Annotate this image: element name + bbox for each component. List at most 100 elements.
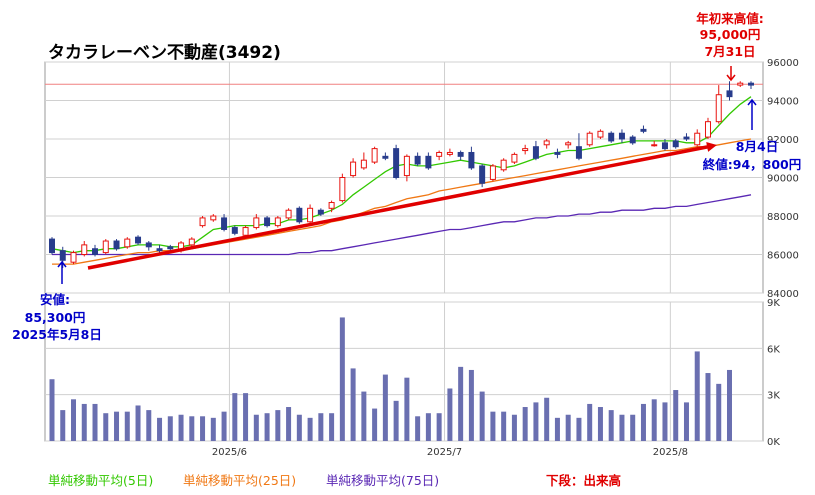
- volume-bar: [479, 391, 485, 441]
- legend-ma75: 単純移動平均(75日): [326, 473, 440, 488]
- x-tick-label: 2025/8: [653, 447, 688, 458]
- volume-bar: [350, 368, 356, 441]
- volume-bar: [705, 373, 711, 441]
- candle-body: [554, 151, 561, 155]
- candle-body: [296, 207, 303, 223]
- volume-bar: [726, 369, 732, 441]
- candle-body: [124, 238, 131, 248]
- candle-body: [253, 217, 260, 229]
- volume-bar: [544, 397, 550, 441]
- volume-bar: [458, 366, 464, 441]
- candle-body: [199, 217, 206, 227]
- volume-bar: [60, 410, 66, 441]
- volume-bar: [296, 414, 302, 441]
- volume-bar: [275, 410, 281, 441]
- volume-bar: [468, 369, 474, 441]
- volume-bar: [533, 402, 539, 441]
- candle-body: [640, 128, 647, 132]
- volume-tick-label: 3K: [767, 391, 780, 402]
- candle-body: [339, 177, 346, 202]
- volume-bar: [565, 414, 571, 441]
- volume-bar: [694, 351, 700, 441]
- candle-body: [49, 238, 55, 254]
- volume-bar: [576, 417, 582, 441]
- volume-tick-label: 9K: [767, 298, 780, 309]
- volume-bar: [178, 414, 184, 441]
- candle-body: [59, 250, 66, 261]
- candle-body: [328, 202, 335, 209]
- volume-bar: [404, 377, 410, 441]
- volume-note: 下段：出来高: [546, 473, 622, 488]
- volume-bar: [630, 414, 636, 441]
- candle-body: [704, 121, 711, 138]
- volume-bar: [329, 413, 335, 441]
- candle-body: [425, 155, 432, 169]
- candle-body: [135, 236, 142, 244]
- candle-body: [264, 217, 271, 227]
- volume-bar: [286, 407, 292, 441]
- candle-body: [446, 151, 453, 155]
- volume-bar: [587, 403, 593, 441]
- candle-body: [102, 240, 109, 254]
- volume-bar: [49, 379, 55, 441]
- candle-body: [661, 142, 668, 150]
- volume-bar: [264, 413, 270, 441]
- candle-body: [672, 140, 679, 148]
- candle-body: [618, 132, 625, 140]
- candle-body: [317, 209, 324, 215]
- high-pointer-head: [726, 74, 736, 82]
- legend-ma25: 単純移動平均(25日): [183, 473, 297, 488]
- volume-bar: [135, 405, 141, 441]
- candle-body: [210, 215, 217, 221]
- volume-bar: [200, 416, 206, 441]
- candle-body: [393, 148, 400, 178]
- volume-bar: [103, 413, 109, 441]
- ytd-high-date: 7月31日: [704, 44, 756, 59]
- close-date: 8月4日: [735, 139, 779, 154]
- candle-body: [156, 248, 163, 252]
- candle-body: [70, 252, 77, 263]
- candle-body: [403, 155, 410, 177]
- volume-tick-label: 6K: [767, 344, 780, 355]
- volume-bar: [146, 410, 152, 441]
- volume-bar: [372, 408, 378, 441]
- volume-bar: [114, 411, 120, 441]
- candle-body: [511, 153, 518, 163]
- candle-body: [565, 142, 572, 146]
- volume-bar: [490, 411, 496, 441]
- volume-bar: [232, 393, 238, 441]
- volume-bar: [640, 403, 646, 441]
- candle-body: [307, 207, 314, 223]
- candle-body: [81, 244, 88, 255]
- volume-bar: [436, 413, 442, 441]
- low-label: 安値:: [40, 292, 70, 307]
- price-tick-label: 94000: [767, 97, 799, 108]
- price-tick-label: 84000: [767, 289, 799, 300]
- candle-body: [242, 227, 249, 236]
- candle-body: [371, 148, 378, 163]
- volume-bar: [501, 411, 507, 441]
- trend-arrow: [87, 142, 717, 270]
- candle-body: [726, 90, 733, 98]
- x-tick-label: 2025/7: [427, 447, 462, 458]
- low-value: 85,300円: [24, 310, 86, 325]
- volume-bar: [425, 413, 431, 441]
- candle-body: [188, 238, 195, 246]
- volume-bar: [554, 417, 560, 441]
- volume-bar: [253, 414, 259, 441]
- volume-bar: [124, 411, 130, 441]
- candle-body: [414, 155, 421, 165]
- candle-body: [468, 151, 475, 169]
- volume-bar: [511, 414, 517, 441]
- volume-bar: [339, 317, 345, 441]
- volume-bar: [415, 416, 421, 441]
- volume-bar: [673, 390, 679, 441]
- candle-body: [715, 94, 722, 123]
- candle-body: [221, 217, 228, 230]
- candle-body: [457, 151, 464, 157]
- volume-bar: [157, 417, 163, 441]
- volume-bar: [221, 411, 227, 441]
- candle-body: [522, 148, 529, 152]
- volume-bar: [716, 383, 722, 441]
- candle-body: [543, 140, 550, 146]
